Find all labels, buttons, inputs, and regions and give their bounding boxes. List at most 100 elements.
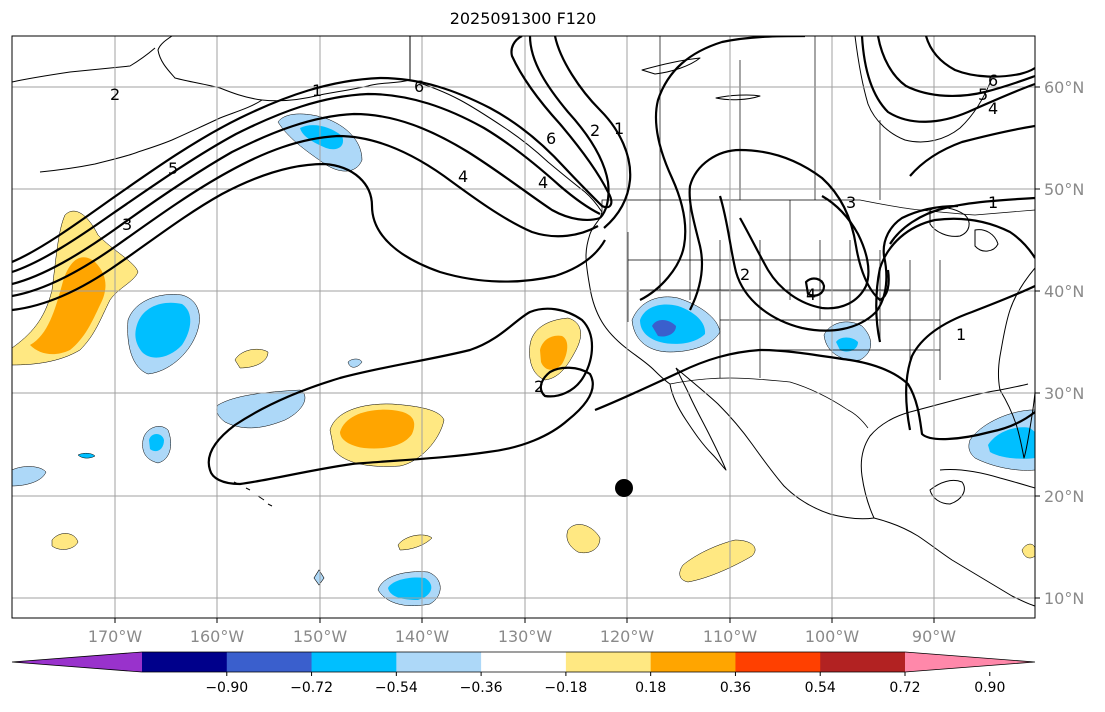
colorbar-tick-label: −0.36 bbox=[460, 680, 503, 696]
latitude-label: 50°N bbox=[1044, 180, 1084, 199]
contour-label: 4 bbox=[458, 167, 468, 186]
contour-label: 2 bbox=[740, 265, 750, 284]
anomaly-neg-small-165w-core bbox=[149, 434, 164, 452]
contour-label: 2 bbox=[534, 377, 544, 396]
map-title: 2025091300 F120 bbox=[449, 9, 597, 28]
mexico-west-coast bbox=[675, 367, 875, 520]
contour-hudson-6 bbox=[924, 36, 1035, 78]
central-america bbox=[873, 517, 1035, 607]
contour-label: 6 bbox=[988, 71, 998, 90]
contour-bc-2 bbox=[528, 36, 610, 219]
longitude-label: 90°W bbox=[912, 627, 956, 646]
contour-pacific-2 bbox=[207, 307, 594, 486]
baja-california bbox=[669, 367, 727, 471]
contour-label: 6 bbox=[414, 77, 424, 96]
contours bbox=[12, 36, 1035, 486]
colorbar-outline bbox=[11, 651, 1036, 673]
cuba bbox=[939, 469, 1035, 489]
contour-label: 5 bbox=[978, 85, 988, 104]
east-coast bbox=[998, 267, 1035, 391]
yucatan bbox=[929, 479, 965, 505]
colorbar-segment bbox=[565, 652, 652, 672]
contour-us-low-4 bbox=[804, 277, 826, 297]
aleutians bbox=[39, 99, 263, 173]
colorbar-segment bbox=[650, 652, 736, 672]
contour-label: 3 bbox=[122, 215, 132, 234]
storm-center-marker[interactable] bbox=[615, 479, 633, 497]
longitude-label: 140°W bbox=[395, 627, 450, 646]
contour-label: 4 bbox=[806, 285, 816, 304]
contour-east-1 bbox=[889, 196, 1035, 245]
contour-label: 3 bbox=[846, 193, 856, 212]
anomaly-pos-dateline-core bbox=[30, 257, 106, 355]
contour-us-ridge-1 bbox=[639, 36, 806, 301]
colorbar-extend-min bbox=[12, 652, 142, 672]
pacific-coast-us bbox=[585, 255, 671, 385]
longitude-label: 160°W bbox=[190, 627, 245, 646]
colorbar-segment bbox=[226, 652, 313, 672]
map-frame bbox=[11, 35, 1036, 619]
alaska-coast bbox=[157, 36, 411, 102]
anomaly-pos-small-b bbox=[51, 533, 79, 550]
anomaly-pos-125w-core bbox=[540, 335, 568, 370]
longitude-label: 120°W bbox=[600, 627, 655, 646]
contour-us-trough-3 bbox=[739, 195, 870, 310]
contour-us-ridge-2 bbox=[688, 148, 890, 311]
contour-label: 5 bbox=[168, 159, 178, 178]
anomaly-pos-small-d bbox=[679, 539, 756, 583]
contour-label: 6 bbox=[546, 129, 556, 148]
contour-jet-5 bbox=[12, 162, 606, 312]
latitude-label: 60°N bbox=[1044, 78, 1084, 97]
colorbar-segment bbox=[142, 652, 228, 672]
colorbar-segment bbox=[481, 652, 567, 672]
colorbar-segment bbox=[735, 652, 821, 672]
colorbar-segment bbox=[396, 652, 482, 672]
colorbar-tick-label: 0.72 bbox=[889, 680, 920, 696]
alaska-panhandle bbox=[409, 79, 603, 213]
contour-jet-1 bbox=[12, 36, 613, 264]
anomaly-neg-165w-core bbox=[135, 302, 191, 358]
longitude-label: 150°W bbox=[293, 627, 348, 646]
anomaly-pos-small-c bbox=[566, 524, 601, 554]
contour-label: 2 bbox=[590, 121, 600, 140]
colorbar-tick-label: 0.18 bbox=[635, 680, 666, 696]
contour-us-trough-2b bbox=[718, 195, 959, 332]
contour-label: 4 bbox=[538, 173, 548, 192]
contour-labels: 1 2 3 4 5 6 4 6 2 1 6 5 4 3 1 2 4 1 2 bbox=[110, 71, 998, 396]
anomaly-neg-texas-core bbox=[836, 337, 858, 352]
anomaly-pos-145w-core bbox=[340, 409, 415, 449]
anomaly-neg-small-left bbox=[12, 466, 47, 487]
pacific-coast-canada bbox=[585, 211, 603, 257]
anomaly-neg-florida-core bbox=[988, 427, 1035, 459]
contour-label: 1 bbox=[614, 119, 624, 138]
latitude-label: 10°N bbox=[1044, 589, 1084, 608]
longitude-label: 100°W bbox=[805, 627, 860, 646]
colorbar-tick-label: 0.90 bbox=[974, 680, 1005, 696]
contour-label: 1 bbox=[988, 193, 998, 212]
contour-label: 4 bbox=[988, 99, 998, 118]
contour-bc-1 bbox=[553, 36, 632, 229]
contour-hudson-5 bbox=[876, 36, 1035, 98]
anomaly-pos-small-a bbox=[234, 349, 269, 369]
colorbar-tick-label: 0.54 bbox=[805, 680, 836, 696]
contour-hudson-4b bbox=[909, 124, 1035, 177]
graticule bbox=[12, 36, 1035, 618]
contour-mexico-1 bbox=[594, 348, 1035, 441]
contour-jet-4 bbox=[12, 134, 599, 298]
anomaly-neg-california-dark bbox=[652, 320, 676, 337]
map-area[interactable]: 1 2 3 4 5 6 4 6 2 1 6 5 4 3 1 2 4 1 2 bbox=[12, 36, 1035, 618]
anomaly-pos-small-f bbox=[1021, 543, 1035, 559]
colorbar-tick-label: 0.36 bbox=[720, 680, 751, 696]
hudson-bay bbox=[854, 36, 993, 143]
siberia-coast bbox=[12, 47, 156, 83]
contour-east-2 bbox=[875, 217, 1035, 343]
contour-label: 1 bbox=[956, 325, 966, 344]
anomaly-neg-small-148 bbox=[347, 358, 363, 368]
latitude-axis: 60°N 50°N 40°N 30°N 20°N 10°N bbox=[1035, 78, 1084, 608]
colorbar-segment bbox=[311, 652, 397, 672]
contour-label: 2 bbox=[110, 85, 120, 104]
colorbar-tick-label: −0.54 bbox=[375, 680, 418, 696]
us-mexico-border bbox=[669, 377, 869, 429]
small-islands bbox=[641, 57, 761, 101]
contour-jet-3 bbox=[12, 112, 601, 286]
